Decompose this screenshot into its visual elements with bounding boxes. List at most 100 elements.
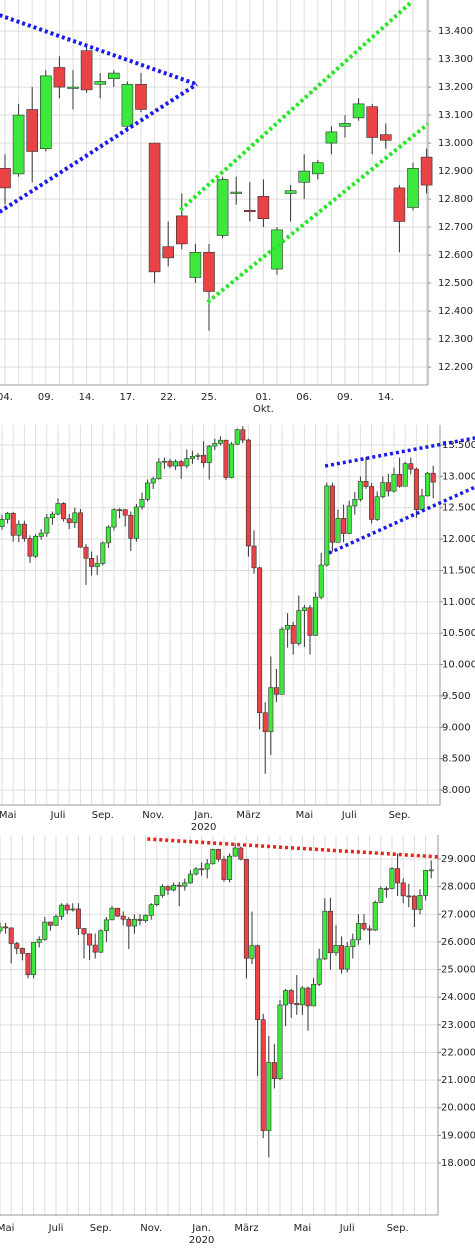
- candle-body: [407, 167, 419, 208]
- y-tick-label: 13.000: [438, 138, 473, 149]
- candle-body: [44, 517, 50, 534]
- candle-body: [408, 463, 414, 470]
- x-tick-label: März: [236, 810, 260, 821]
- candle-body: [223, 439, 229, 478]
- candle-body: [378, 888, 384, 903]
- candle-body: [115, 907, 121, 917]
- x-tick-label: 25.: [201, 392, 217, 403]
- candle-body: [75, 908, 81, 929]
- y-tick-label: 8.500: [442, 754, 471, 765]
- candle-body: [216, 179, 229, 236]
- candle-body: [87, 933, 93, 946]
- x-tick-label: 01.: [255, 392, 271, 403]
- candle-body: [139, 499, 145, 508]
- candle-body: [357, 481, 363, 500]
- candle-body: [171, 884, 177, 891]
- candle-body: [199, 868, 205, 871]
- candle-body: [350, 939, 356, 947]
- candle-body: [162, 246, 174, 259]
- candle-body: [255, 945, 261, 1020]
- candle-body: [374, 496, 380, 520]
- candle-body: [178, 461, 184, 467]
- candle-body: [165, 886, 171, 891]
- candle-body: [49, 513, 55, 519]
- candle-body: [301, 607, 307, 611]
- candle-body: [430, 472, 436, 483]
- candle-body: [195, 454, 201, 457]
- x-tick-label: 09.: [38, 392, 54, 403]
- candle-body: [117, 509, 123, 511]
- y-tick-label: 12.600: [438, 250, 473, 261]
- candle-body: [61, 503, 67, 520]
- candle-body: [318, 564, 324, 598]
- y-tick-label: 9.500: [442, 691, 471, 702]
- candle-body: [341, 518, 347, 534]
- candle-body: [145, 482, 151, 500]
- x-tick-label: Juli: [341, 810, 357, 821]
- candle-body: [288, 990, 294, 1004]
- candle-body: [425, 472, 431, 497]
- y-tick-label: 12.000: [442, 534, 475, 545]
- candle-body: [316, 958, 322, 985]
- y-tick-label: 23.000: [441, 1020, 475, 1031]
- candle-body: [417, 895, 423, 910]
- candle-body: [279, 628, 285, 695]
- candle-body: [327, 910, 333, 954]
- candle-body: [389, 868, 395, 889]
- candle-body: [94, 563, 100, 567]
- candle-body: [19, 948, 25, 954]
- candle-body: [419, 495, 425, 510]
- y-tick-label: 12.500: [438, 278, 473, 289]
- candle-body: [154, 895, 160, 905]
- candle-body: [47, 921, 53, 926]
- candle-body: [16, 523, 22, 536]
- candle-body: [363, 481, 369, 487]
- candle-body: [383, 888, 389, 890]
- y-tick-label: 26.000: [441, 937, 475, 948]
- candle-body: [176, 884, 182, 887]
- candle-body: [12, 114, 25, 175]
- candle-body: [232, 847, 238, 857]
- candle-body: [227, 855, 233, 880]
- candle-body: [251, 545, 257, 569]
- candle-body: [333, 945, 339, 954]
- y-tick-label: 12.200: [438, 362, 473, 373]
- y-tick-label: 12.500: [442, 503, 475, 514]
- candle-body: [100, 542, 106, 564]
- candle-body: [380, 482, 386, 498]
- x-tick-label: 14.: [378, 392, 394, 403]
- y-tick-label: 18.000: [441, 1158, 475, 1169]
- candle-body: [148, 142, 161, 273]
- candle-body: [53, 67, 66, 88]
- trend-line: [147, 837, 441, 859]
- candle-body: [210, 849, 216, 865]
- candle-body: [379, 134, 392, 141]
- candle-body: [77, 512, 83, 548]
- candle-body: [105, 526, 111, 544]
- candle-body: [352, 103, 365, 119]
- x-tick-label: Jan.: [191, 1223, 211, 1234]
- candle-body: [385, 482, 391, 492]
- candle-body: [234, 429, 240, 445]
- candle-body: [366, 106, 379, 138]
- candle-body: [66, 518, 72, 524]
- candle-body: [420, 156, 433, 186]
- candle-body: [36, 939, 42, 943]
- candle-body: [182, 882, 188, 887]
- candle-body: [346, 505, 352, 534]
- candle-body: [290, 624, 296, 644]
- x-tick-label: Sep.: [92, 810, 114, 821]
- candle-body: [167, 460, 173, 467]
- candle-body: [352, 499, 358, 507]
- candle-body: [148, 904, 154, 916]
- y-tick-label: 24.000: [441, 992, 475, 1003]
- candle-body: [257, 195, 270, 219]
- x-tick-label: 04.: [0, 392, 13, 403]
- candle-body: [204, 863, 210, 870]
- candle-body: [120, 915, 126, 920]
- candle-body: [369, 486, 375, 520]
- candle-body: [150, 478, 156, 484]
- candle-body: [395, 868, 401, 884]
